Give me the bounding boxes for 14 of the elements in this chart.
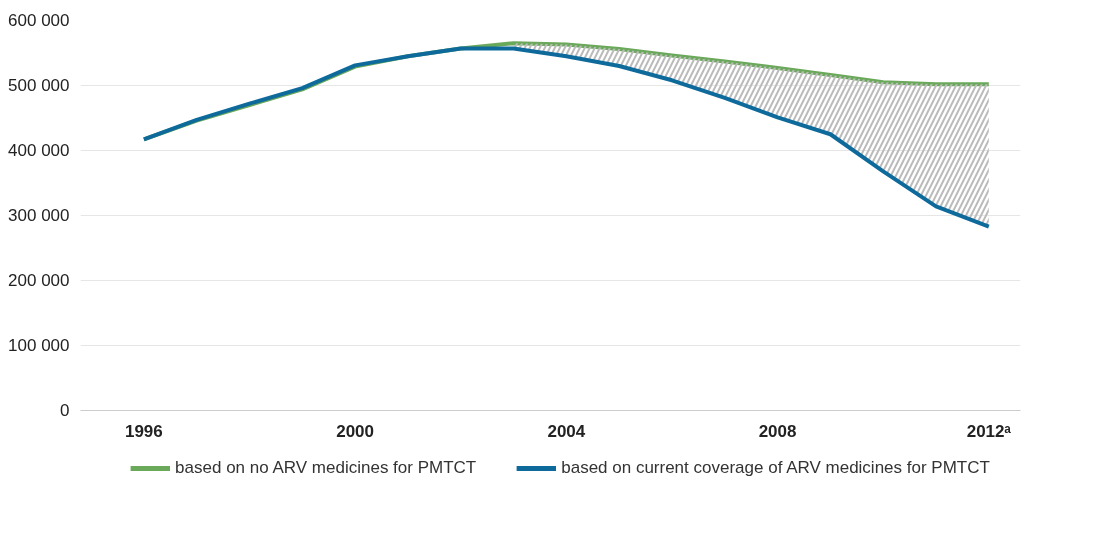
y-tick-label: 200 000: [8, 271, 70, 290]
legend-label: based on current coverage of ARV medicines for PMTCT: [561, 458, 990, 478]
y-tick-label: 100 000: [8, 336, 70, 355]
y-tick-label: 600 000: [8, 11, 70, 30]
x-tick-label: 2000: [336, 421, 375, 441]
y-tick-label: 400 000: [8, 141, 70, 160]
x-tick-label: 2008: [758, 421, 797, 441]
x-tick-label: 2012ᵃ: [966, 421, 1012, 441]
y-tick-label: 500 000: [8, 76, 70, 95]
y-tick-label: 300 000: [8, 206, 70, 225]
y-tick-label: 0: [60, 401, 70, 420]
x-tick-label: 1996: [124, 421, 163, 441]
x-tick-label: 2004: [547, 421, 586, 441]
legend-label: based on no ARV medicines for PMTCT: [175, 458, 477, 478]
